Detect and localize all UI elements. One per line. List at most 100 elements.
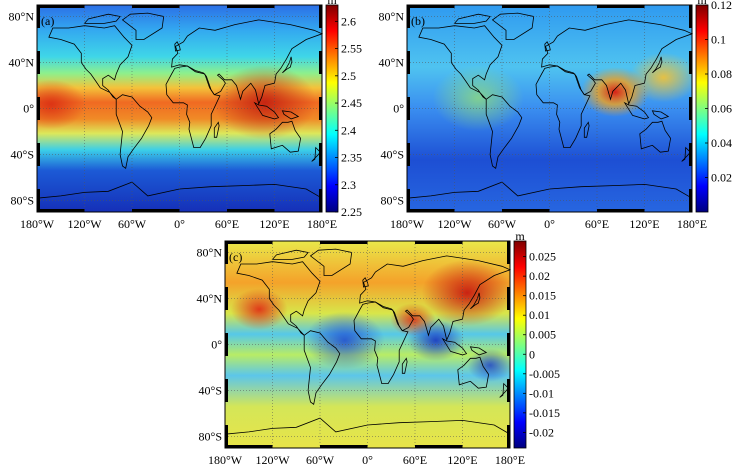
coastline-0 — [236, 261, 321, 336]
lat-tick-label: 80°N — [379, 10, 405, 24]
lat-tick-label: 80°N — [197, 246, 223, 260]
colorbar-tick-label: 2.3 — [341, 178, 356, 192]
map-border — [407, 5, 692, 212]
border-segment — [689, 51, 692, 74]
coastline-11 — [583, 121, 590, 138]
border-segment — [502, 5, 550, 8]
coastline-11 — [401, 357, 408, 374]
lon-tick-label: 180°E — [307, 217, 337, 231]
coastline-4 — [535, 65, 591, 148]
border-segment — [319, 189, 322, 212]
coastline-1 — [309, 248, 353, 276]
lon-tick-label: 120°W — [437, 217, 472, 231]
lat-tick-label: 0° — [393, 102, 404, 116]
coastline-8 — [281, 110, 300, 120]
coastline-7 — [441, 337, 468, 356]
lat-ticks-c: 80°N 40°N 0° 40°S 80°S — [197, 246, 223, 444]
border-segment — [37, 97, 40, 120]
lon-tick-label: 0° — [174, 217, 185, 231]
coastline-0 — [418, 25, 503, 100]
lon-tick-label: 180°E — [495, 453, 525, 467]
lon-ticks-b: 180°W 120°W 60°W 0° 60°E 120°E 180°E — [390, 217, 707, 231]
lon-tick-label: 60°W — [118, 217, 147, 231]
colorbar-unit: m — [327, 0, 337, 7]
coastline-0 — [48, 25, 133, 100]
lat-tick-label: 40°N — [9, 56, 35, 70]
lat-tick-label: 80°S — [11, 194, 34, 208]
lat-tick-label: 0° — [23, 102, 34, 116]
border-segment — [37, 143, 40, 166]
coastline-13 — [271, 249, 309, 260]
coastline-5 — [639, 120, 672, 153]
colorbar-tick-label: 0.08 — [711, 67, 732, 81]
border-segment — [407, 51, 410, 74]
border-segment — [37, 189, 40, 212]
coastline-9 — [282, 56, 293, 74]
panel-b: 80°N 40°N 0° 40°S 80°S 180°W 120°W 60°W 0° 60°E 1… — [370, 0, 742, 236]
lon-tick-label: 0° — [544, 217, 555, 231]
panel-label-a: (a) — [41, 14, 54, 28]
panel-label-c: (c) — [229, 250, 242, 264]
border-segment — [597, 209, 645, 212]
coastline-13 — [83, 13, 121, 24]
map-border — [37, 5, 322, 212]
border-segment — [689, 97, 692, 120]
panel-a: 80°N 40°N 0° 40°S 80°S 180°W 120°W 60°W 0° 60°E 1… — [0, 0, 372, 236]
lat-tick-label: 0° — [211, 338, 222, 352]
border-segment — [407, 209, 455, 212]
border-segment — [407, 5, 455, 8]
colorbar-tick-label: 2.25 — [341, 205, 362, 219]
coastlines-a — [36, 12, 324, 213]
lon-tick-label: 60°E — [585, 217, 609, 231]
border-segment — [415, 445, 463, 448]
border-segment — [37, 209, 85, 212]
border-segment — [502, 209, 550, 212]
border-segment — [597, 5, 645, 8]
border-segment — [225, 241, 228, 264]
border-segment — [689, 189, 692, 212]
lon-tick-label: 120°E — [259, 217, 289, 231]
colorbar-unit: m — [515, 229, 525, 243]
lon-tick-label: 180°W — [390, 217, 425, 231]
colorbar-tick-label: 0.06 — [711, 102, 732, 116]
lon-tick-label: 60°E — [215, 217, 239, 231]
border-segment — [132, 5, 180, 8]
lon-tick-label: 60°E — [403, 453, 427, 467]
border-segment — [507, 287, 510, 310]
lat-tick-label: 40°N — [197, 292, 223, 306]
coastline-5 — [269, 120, 302, 153]
lon-tick-label: 60°W — [306, 453, 335, 467]
coastline-13 — [453, 13, 491, 24]
border-segment — [225, 445, 273, 448]
colorbar-gradient — [325, 4, 339, 213]
colorbar-a: 2.6 2.55 2.5 2.45 2.4 2.35 2.3 2.25 m — [325, 0, 362, 219]
colorbar-tick-label: 0 — [529, 347, 535, 361]
border-segment — [407, 189, 410, 212]
colorbar-tick-label: 0.12 — [711, 0, 732, 12]
coastline-4 — [165, 65, 221, 148]
lon-tick-label: 180°W — [20, 217, 55, 231]
colorbar-tick-label: 0.02 — [711, 171, 732, 185]
border-segment — [507, 425, 510, 448]
colorbar-gradient — [513, 240, 527, 449]
border-segment — [225, 425, 228, 448]
coastline-9 — [470, 292, 481, 310]
lon-tick-label: 120°E — [629, 217, 659, 231]
border-segment — [320, 445, 368, 448]
gridlines-a — [37, 5, 322, 212]
panel-a-svg: 80°N40°N0°40°S80°S 180°W 120°W 60°W 0° 60°E 1… — [9, 0, 362, 231]
border-segment — [319, 97, 322, 120]
lat-ticks-b: 80°N 40°N 0° 40°S 80°S — [379, 10, 405, 208]
border-segment — [407, 97, 410, 120]
lon-tick-label: 120°W — [67, 217, 102, 231]
colorbar-tick-label: 2.35 — [341, 151, 362, 165]
coastline-2 — [485, 94, 523, 169]
border-segment — [320, 241, 368, 244]
colorbar-tick-label: -0.005 — [529, 367, 560, 381]
lon-tick-label: 60°W — [488, 217, 517, 231]
coastline-1 — [491, 12, 535, 40]
colorbar-c: 0.025 0.02 0.015 0.01 0.005 0 -0.005 -0.01 -0.01… — [513, 229, 560, 449]
colorbar-tick-label: -0.01 — [529, 386, 554, 400]
border-segment — [507, 241, 510, 264]
border-segment — [407, 143, 410, 166]
